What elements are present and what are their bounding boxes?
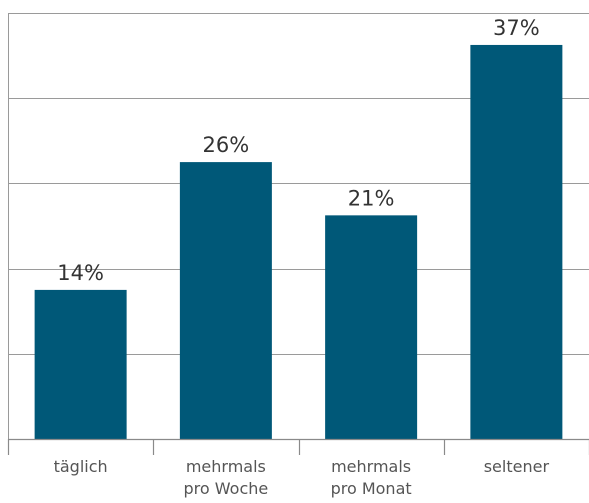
x-axis bbox=[7, 438, 589, 455]
bar-2 bbox=[325, 215, 418, 439]
data-label-1: 26% bbox=[203, 133, 250, 157]
category-label-1-line-0: mehrmals bbox=[186, 457, 266, 476]
bar-3 bbox=[470, 44, 563, 439]
category-labels: täglich mehrmals pro Woche mehrmals pro Mona… bbox=[54, 457, 550, 498]
bars bbox=[34, 44, 563, 439]
data-label-2: 21% bbox=[348, 186, 395, 210]
data-label-0: 14% bbox=[57, 261, 104, 285]
category-label-2-line-1: pro Monat bbox=[331, 479, 412, 498]
data-labels: 14% 26% 21% 37% bbox=[57, 16, 539, 285]
category-label-3-line-0: seltener bbox=[484, 457, 550, 476]
category-label-1-line-1: pro Woche bbox=[184, 479, 269, 498]
bar-0 bbox=[34, 289, 127, 439]
bar-1 bbox=[179, 162, 272, 439]
category-label-0-line-0: täglich bbox=[54, 457, 108, 476]
category-label-2-line-0: mehrmals bbox=[331, 457, 411, 476]
data-label-3: 37% bbox=[493, 16, 540, 40]
